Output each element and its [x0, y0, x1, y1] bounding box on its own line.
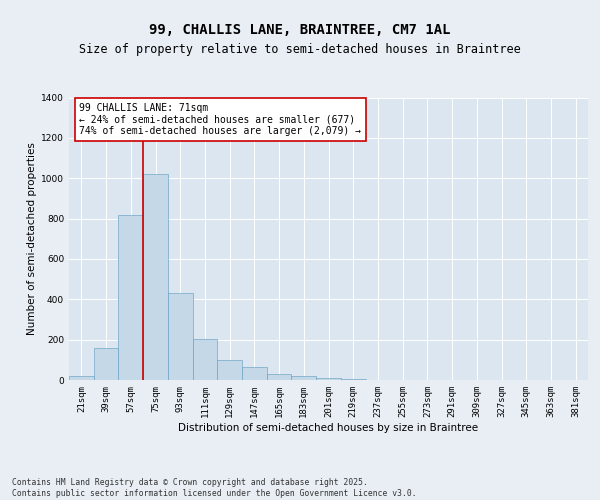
Bar: [94, 348, 118, 380]
Bar: [292, 376, 316, 380]
Bar: [242, 367, 267, 380]
Text: 99, CHALLIS LANE, BRAINTREE, CM7 1AL: 99, CHALLIS LANE, BRAINTREE, CM7 1AL: [149, 22, 451, 36]
Text: 99 CHALLIS LANE: 71sqm
← 24% of semi-detached houses are smaller (677)
74% of se: 99 CHALLIS LANE: 71sqm ← 24% of semi-det…: [79, 103, 361, 136]
Bar: [341, 379, 365, 380]
Text: Contains HM Land Registry data © Crown copyright and database right 2025.
Contai: Contains HM Land Registry data © Crown c…: [12, 478, 416, 498]
Bar: [267, 374, 292, 380]
Bar: [118, 214, 143, 380]
Bar: [69, 376, 94, 380]
X-axis label: Distribution of semi-detached houses by size in Braintree: Distribution of semi-detached houses by …: [178, 422, 479, 432]
Bar: [168, 293, 193, 380]
Y-axis label: Number of semi-detached properties: Number of semi-detached properties: [27, 142, 37, 335]
Bar: [143, 174, 168, 380]
Bar: [193, 338, 217, 380]
Bar: [316, 378, 341, 380]
Text: Size of property relative to semi-detached houses in Braintree: Size of property relative to semi-detach…: [79, 42, 521, 56]
Bar: [217, 360, 242, 380]
